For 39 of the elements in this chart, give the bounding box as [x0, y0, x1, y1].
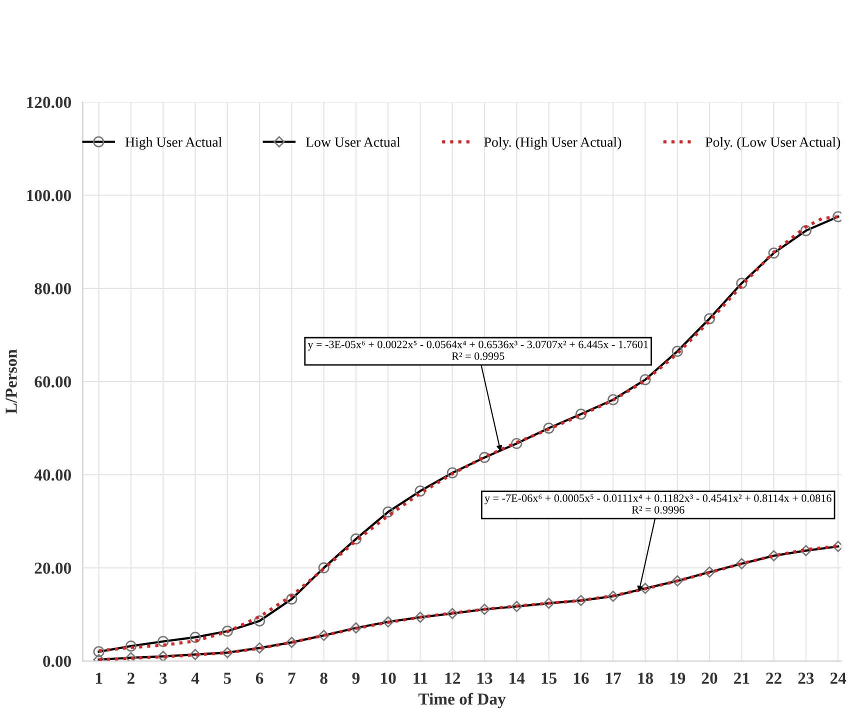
legend-label: Poly. (Low User Actual) [705, 137, 840, 150]
x-tick-label: 15 [542, 672, 557, 684]
x-tick-label: 10 [381, 672, 396, 684]
x-tick-label: 2 [128, 672, 134, 684]
x-tick-label: 8 [320, 672, 328, 684]
x-tick-label: 21 [734, 672, 750, 684]
y-axis-title: L/Person [6, 349, 17, 414]
legend-label: High User Actual [125, 137, 222, 150]
y-tick-label: 0.00 [43, 656, 72, 668]
x-tick-label: 22 [766, 672, 782, 684]
x-tick-label: 9 [352, 672, 360, 684]
annotation: y = -3E-05x⁶ + 0.0022x⁵ - 0.0564x⁴ + 0.6536x³ - 3.0707x² + 6.445x - 1.7601 R² = 0.9995 [308, 340, 648, 360]
x-tick-label: 5 [224, 672, 231, 684]
x-tick-label: 4 [191, 672, 200, 684]
y-tick-label: 120.00 [27, 96, 72, 108]
x-tick-label: 7 [288, 672, 296, 684]
x-tick-label: 12 [445, 672, 460, 684]
x-tick-label: 16 [574, 672, 589, 684]
x-axis-title: Time of Day [418, 692, 506, 708]
x-tick-label: 18 [638, 672, 654, 684]
y-tick-label: 40.00 [34, 469, 72, 481]
x-tick-label: 19 [670, 672, 686, 684]
x-tick-label: 14 [510, 672, 525, 684]
x-tick-label: 24 [830, 672, 846, 684]
y-tick-label: 60.00 [34, 376, 72, 388]
legend-label: Low User Actual [306, 137, 400, 147]
y-tick-label: 20.00 [34, 562, 72, 574]
x-tick-label: 13 [478, 672, 492, 684]
y-tick-label: 80.00 [34, 283, 72, 294]
x-tick-label: 6 [256, 672, 264, 684]
y-tick-label: 100.00 [27, 190, 72, 202]
x-tick-label: 1 [96, 672, 102, 684]
x-tick-label: 17 [606, 672, 622, 684]
x-tick-label: 11 [414, 672, 428, 684]
x-tick-label: 20 [702, 672, 718, 684]
annotation: y = -7E-06x⁶ + 0.0005x⁵ - 0.0111x⁴ + 0.1182x³ - 0.4541x² + 0.8114x + 0.0816 R² = 0.9996 [484, 494, 832, 514]
legend-label: Poly. (High User Actual) [484, 137, 622, 150]
x-tick-label: 3 [160, 672, 167, 684]
x-tick-label: 23 [798, 672, 814, 684]
